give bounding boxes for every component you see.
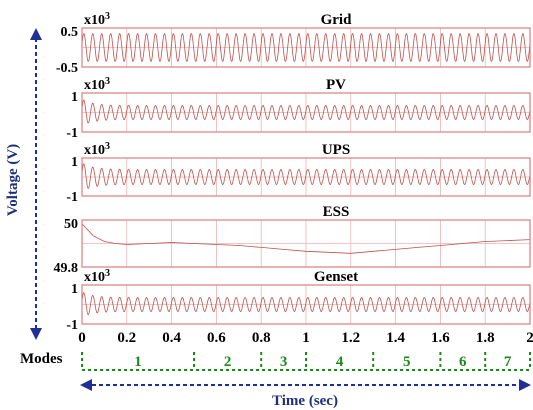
panel-title: ESS (323, 204, 350, 220)
modes-label: Modes (20, 351, 63, 367)
panel-frame (81, 27, 531, 68)
panel-frame (81, 219, 531, 268)
y-axis-label: Voltage (V) (5, 144, 21, 216)
panel-frame (81, 157, 531, 197)
series-line-genset (81, 292, 531, 315)
panel-frame (81, 92, 531, 133)
y-tick-label: 0.5 (61, 25, 79, 40)
mode-number: 7 (504, 354, 512, 370)
mode-number: 5 (403, 354, 411, 370)
y-tick-label: 1 (71, 90, 78, 105)
x-tick-label: 1.8 (476, 330, 495, 346)
multiplier-label: x103 (84, 268, 110, 285)
x-tick-label: 1.2 (341, 330, 360, 346)
panel-ess: ESS 50 49.8 (54, 204, 531, 276)
x-tick-label: 0.8 (252, 330, 271, 346)
multiplier-exponent: 3 (105, 141, 110, 152)
voltage-axis-arrow (30, 28, 42, 340)
panel-pv: PV x103 1 -1 (66, 76, 531, 141)
panel-title: PV (326, 77, 346, 93)
x-tick-label: 0.6 (207, 330, 226, 346)
x-tick-label: 0.2 (117, 330, 136, 346)
y-tick-label: 50 (64, 217, 78, 232)
modes-row: 1 2 3 4 5 6 7 (81, 352, 531, 371)
mode-number: 3 (280, 354, 288, 370)
mode-number: 4 (336, 354, 344, 370)
panel-frame (81, 284, 531, 325)
y-tick-label: -1 (66, 126, 78, 141)
panel-ups: UPS x103 1 -1 (66, 141, 531, 205)
mode-number: 1 (134, 354, 142, 370)
y-tick-label: -1 (66, 190, 78, 205)
x-tick-label: 1 (302, 330, 310, 346)
y-tick-label: -0.5 (56, 61, 78, 76)
series-line-ups (81, 163, 531, 189)
time-axis-arrow (80, 379, 531, 391)
panel-title: UPS (322, 142, 350, 158)
panel-grid: Grid x103 0.5 -0.5 (56, 11, 531, 76)
series-line-pv (81, 99, 531, 124)
multiplier-label: x103 (84, 141, 110, 158)
panel-title: Grid (321, 12, 352, 28)
chart-panels: Grid x103 0.5 -0.5 PV x103 1 -1 UPS x103 1 -1 ESS 50 4… (54, 11, 531, 333)
series-line-ess (81, 223, 531, 254)
x-tick-label: 1.6 (431, 330, 450, 346)
y-tick-label: 49.8 (54, 261, 79, 276)
y-tick-label: -1 (66, 318, 78, 333)
x-tick-label: 0.4 (162, 330, 181, 346)
multiplier-exponent: 3 (105, 76, 110, 87)
panel-title: Genset (314, 269, 358, 285)
y-tick-label: 1 (71, 282, 78, 297)
panel-genset: Genset x103 1 -1 (66, 268, 531, 333)
x-tick-labels: 0 0.2 0.4 0.6 0.8 1 1.2 1.4 1.6 1.8 2 (78, 330, 533, 346)
multiplier-exponent: 3 (105, 268, 110, 279)
multiplier-label: x103 (84, 76, 110, 93)
x-axis-label: Time (sec) (272, 393, 338, 409)
mode-number: 2 (224, 354, 232, 370)
x-tick-label: 1.4 (386, 330, 405, 346)
multiplier-label: x103 (84, 11, 110, 28)
multiplier-exponent: 3 (105, 11, 110, 22)
mode-number: 6 (459, 354, 467, 370)
x-tick-label: 2 (526, 330, 533, 346)
series-line-grid (81, 33, 531, 62)
x-tick-label: 0 (78, 330, 86, 346)
y-tick-label: 1 (71, 155, 78, 170)
